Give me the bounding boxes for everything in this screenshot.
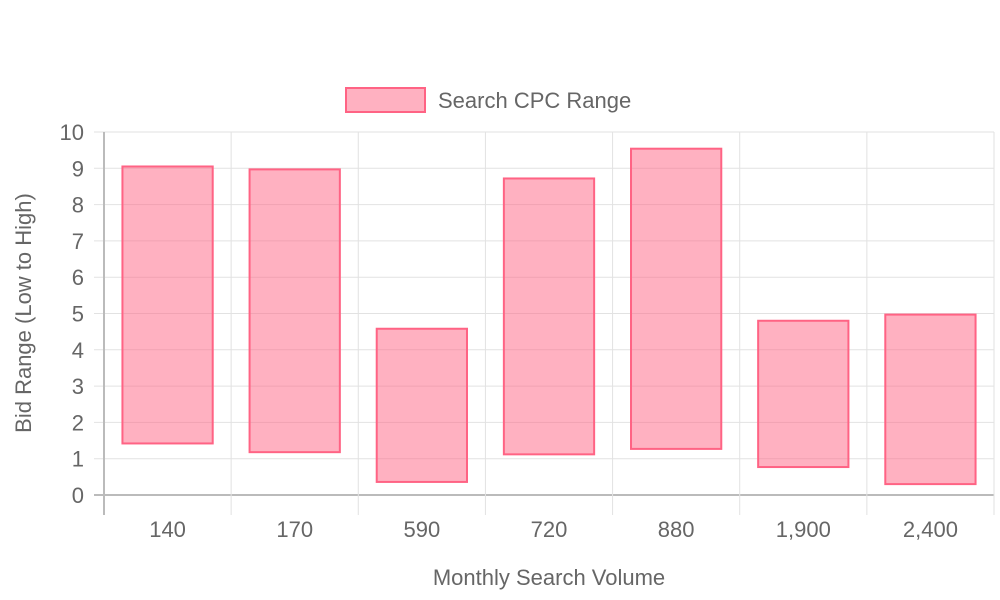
x-tick-label: 140 (149, 517, 186, 542)
legend[interactable]: Search CPC Range (345, 87, 631, 113)
axes: 0 1 2 3 4 5 6 7 8 9 10 140 170 590 720 880 1,900 2,400 (60, 120, 958, 542)
legend-label: Search CPC Range (438, 88, 631, 113)
bar[interactable] (375, 327, 468, 483)
y-tick-label: 0 (72, 483, 84, 508)
y-tick-label: 10 (60, 120, 84, 145)
y-tick-label: 7 (72, 229, 84, 254)
x-tick-label: 590 (403, 517, 440, 542)
x-axis-title: Monthly Search Volume (433, 565, 665, 590)
x-tick-label: 880 (658, 517, 695, 542)
x-tick-label: 170 (276, 517, 313, 542)
y-tick-label: 3 (72, 374, 84, 399)
bar[interactable] (121, 165, 214, 445)
y-tick-label: 4 (72, 338, 84, 363)
bar[interactable] (757, 319, 850, 469)
y-tick-label: 6 (72, 265, 84, 290)
bar[interactable] (630, 147, 723, 450)
legend-swatch (345, 87, 426, 113)
bar[interactable] (502, 177, 596, 456)
y-tick-label: 9 (72, 156, 84, 181)
bar[interactable] (248, 168, 341, 454)
y-tick-label: 2 (72, 410, 84, 435)
bars (121, 147, 977, 486)
x-tick-label: 1,900 (776, 517, 831, 542)
y-axis-title: Bid Range (Low to High) (11, 193, 36, 433)
y-tick-label: 8 (72, 193, 84, 218)
bar[interactable] (884, 313, 977, 486)
x-tick-label: 720 (531, 517, 568, 542)
y-tick-label: 1 (72, 447, 84, 472)
x-tick-label: 2,400 (903, 517, 958, 542)
y-tick-label: 5 (72, 302, 84, 327)
